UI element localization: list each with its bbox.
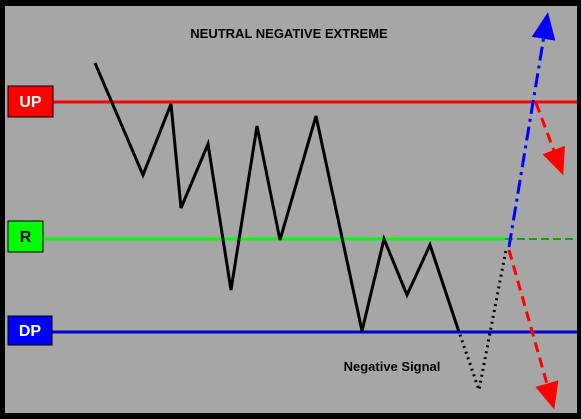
r-label: R bbox=[20, 229, 32, 246]
price-path bbox=[93, 62, 460, 332]
breakout-arrow bbox=[507, 12, 556, 248]
r-label-box: R bbox=[7, 220, 44, 253]
reversal-arrow-upper bbox=[534, 102, 565, 176]
up-label-box: UP bbox=[7, 85, 54, 118]
diagram-title: NEUTRAL NEGATIVE EXTREME bbox=[190, 26, 388, 41]
dp-label: DP bbox=[19, 323, 42, 340]
up-label: UP bbox=[19, 94, 42, 111]
price-path-projection bbox=[456, 249, 508, 396]
reversal-arrow-lower bbox=[507, 249, 559, 410]
negative-signal-label: Negative Signal bbox=[344, 359, 441, 374]
dp-label-box: DP bbox=[7, 315, 53, 346]
